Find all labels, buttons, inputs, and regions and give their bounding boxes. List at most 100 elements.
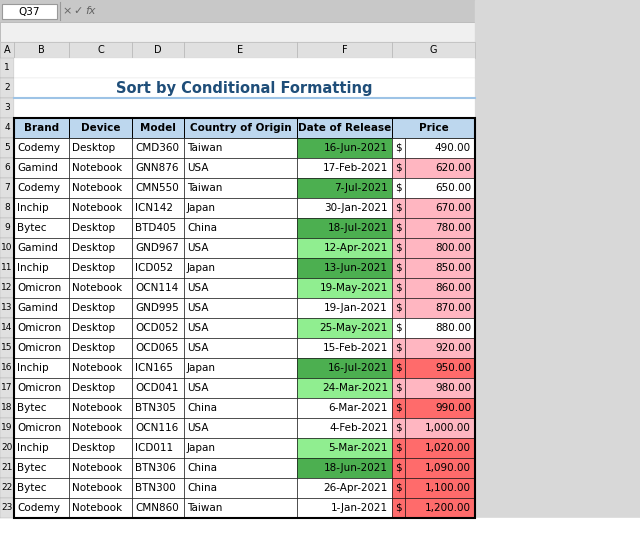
Bar [392, 358, 405, 378]
Bar [405, 398, 475, 418]
Text: $: $ [395, 503, 402, 513]
Text: BTN305: BTN305 [135, 403, 176, 413]
Text: CMD360: CMD360 [135, 143, 179, 153]
Bar [132, 178, 184, 198]
Bar [392, 318, 405, 338]
Text: 24-Mar-2021: 24-Mar-2021 [322, 383, 388, 393]
Bar [132, 358, 184, 378]
Bar [184, 358, 297, 378]
Bar [297, 338, 392, 358]
Bar [132, 118, 184, 138]
Text: Taiwan: Taiwan [187, 143, 222, 153]
Bar [0, 42, 640, 58]
Bar [184, 398, 297, 418]
Text: 15-Feb-2021: 15-Feb-2021 [323, 343, 388, 353]
Text: 20: 20 [1, 444, 13, 452]
Bar [132, 338, 184, 358]
Bar [132, 258, 184, 278]
Bar [132, 218, 184, 238]
Text: Bytec: Bytec [17, 403, 47, 413]
Text: $: $ [395, 223, 402, 233]
Text: $: $ [395, 443, 402, 453]
Text: 990.00: 990.00 [435, 403, 471, 413]
Text: Notebook: Notebook [72, 403, 122, 413]
Bar [69, 498, 132, 518]
Bar [184, 42, 297, 58]
Bar [132, 42, 184, 58]
Bar [297, 498, 392, 518]
Bar [392, 438, 405, 458]
Bar [69, 238, 132, 258]
Bar [14, 118, 69, 138]
Bar [14, 198, 69, 218]
Bar [0, 498, 14, 518]
Text: 21: 21 [1, 463, 13, 473]
Text: OCN114: OCN114 [135, 283, 179, 293]
Bar [132, 278, 184, 298]
Text: 8: 8 [4, 204, 10, 212]
Text: Omicron: Omicron [17, 343, 61, 353]
Text: 1,200.00: 1,200.00 [425, 503, 471, 513]
Bar [392, 418, 405, 438]
Bar [184, 218, 297, 238]
Bar [0, 78, 14, 98]
Text: Bytec: Bytec [17, 463, 47, 473]
Text: 15: 15 [1, 344, 13, 352]
Text: C: C [97, 45, 104, 55]
Text: B: B [38, 45, 45, 55]
Bar [14, 498, 69, 518]
Bar [14, 218, 69, 238]
Bar [132, 478, 184, 498]
Text: Device: Device [81, 123, 120, 133]
Bar [184, 418, 297, 438]
Bar [297, 218, 392, 238]
Text: Desktop: Desktop [72, 383, 115, 393]
Text: USA: USA [187, 243, 209, 253]
Text: Inchip: Inchip [17, 263, 49, 273]
Text: 1,100.00: 1,100.00 [425, 483, 471, 493]
Text: Japan: Japan [187, 363, 216, 373]
Text: Inchip: Inchip [17, 363, 49, 373]
Bar [297, 198, 392, 218]
Bar [392, 278, 405, 298]
Bar [14, 258, 69, 278]
Text: Country of Origin: Country of Origin [189, 123, 291, 133]
Bar [0, 398, 14, 418]
Text: G: G [429, 45, 437, 55]
Text: Desktop: Desktop [72, 223, 115, 233]
Text: USA: USA [187, 163, 209, 173]
Text: E: E [237, 45, 244, 55]
Text: BTN306: BTN306 [135, 463, 176, 473]
Bar [69, 378, 132, 398]
Bar [0, 258, 14, 278]
Bar [184, 438, 297, 458]
Text: Omicron: Omicron [17, 323, 61, 333]
Text: 4-Feb-2021: 4-Feb-2021 [329, 423, 388, 433]
Text: 880.00: 880.00 [435, 323, 471, 333]
Bar [132, 398, 184, 418]
Bar [405, 278, 475, 298]
Text: 22: 22 [1, 484, 13, 492]
Text: 4: 4 [4, 124, 10, 132]
Bar [405, 218, 475, 238]
Bar [0, 318, 14, 338]
Text: $: $ [395, 163, 402, 173]
Bar [69, 198, 132, 218]
Text: China: China [187, 483, 217, 493]
Bar [132, 318, 184, 338]
Bar [69, 258, 132, 278]
Bar [132, 198, 184, 218]
Bar [392, 198, 405, 218]
Text: 12: 12 [1, 283, 13, 293]
Bar [69, 318, 132, 338]
Text: $: $ [395, 283, 402, 293]
Bar [14, 438, 69, 458]
Text: Desktop: Desktop [72, 343, 115, 353]
Text: 25-May-2021: 25-May-2021 [319, 323, 388, 333]
Bar [297, 158, 392, 178]
Text: 18-Jul-2021: 18-Jul-2021 [328, 223, 388, 233]
Text: 16-Jul-2021: 16-Jul-2021 [328, 363, 388, 373]
Text: Notebook: Notebook [72, 363, 122, 373]
Text: Price: Price [419, 123, 449, 133]
Bar [184, 498, 297, 518]
